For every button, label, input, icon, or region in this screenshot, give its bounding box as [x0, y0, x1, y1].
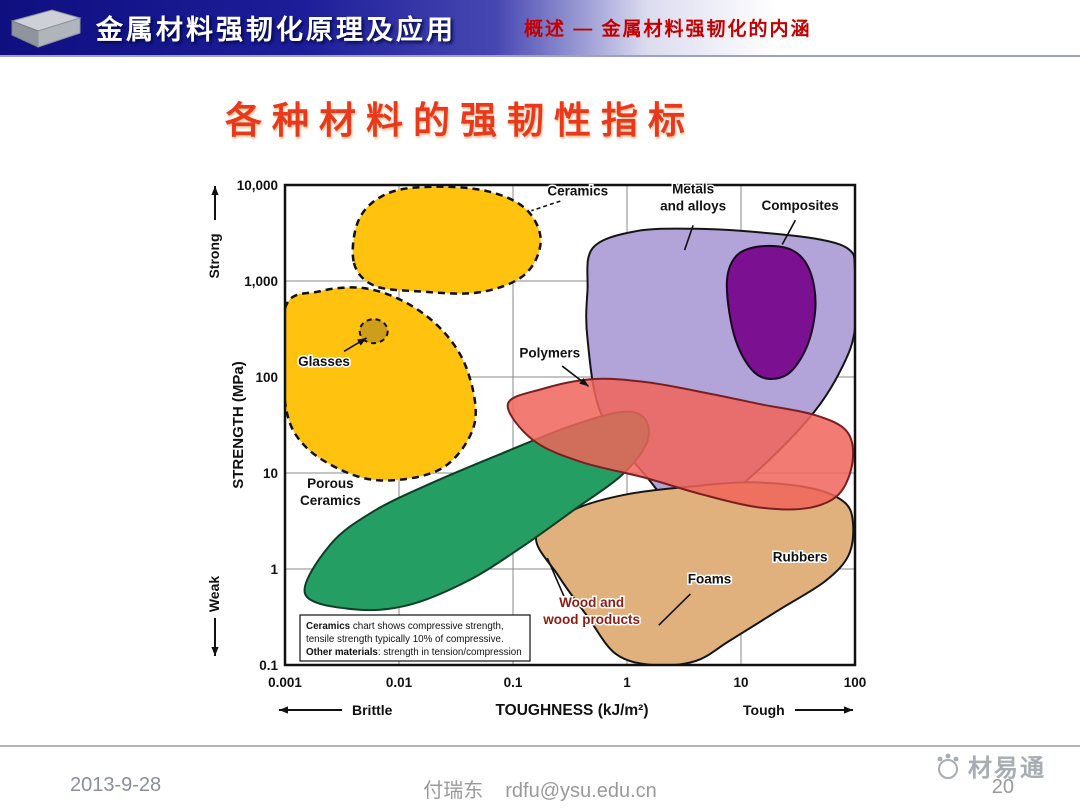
svg-text:1: 1 — [270, 562, 278, 577]
author-name: 付瑞东 — [423, 780, 484, 802]
svg-text:1: 1 — [623, 675, 631, 690]
chart-canvas: Metals and alloys Rubbers Foams Wood and wood… — [206, 178, 866, 719]
ashby-strength-toughness-chart: Metals and alloys Rubbers Foams Wood and wood… — [195, 170, 895, 755]
slide-date: 2013-9-28 — [70, 774, 162, 796]
region-ceramics — [351, 185, 542, 295]
svg-text:10: 10 — [263, 466, 278, 481]
svg-text:Weak: Weak — [206, 576, 222, 613]
label-porous-ceramics: Porous Ceramics — [300, 476, 361, 508]
section-title: 概述 — 金属材料强韧化的内涵 — [524, 19, 812, 40]
region-porous-ceramics — [285, 286, 477, 482]
header-bar: 金属材料强韧化原理及应用 概述 — 金属材料强韧化的内涵 — [0, 0, 1080, 57]
template-logo — [10, 8, 82, 48]
chart-note: Ceramics chart shows compressive strengt… — [299, 614, 531, 662]
svg-text:1,000: 1,000 — [244, 274, 278, 289]
label-polymers: Polymers — [519, 345, 580, 360]
svg-text:100: 100 — [255, 370, 278, 385]
footer-author-line: 付瑞东 rdfu@ysu.edu.cn — [0, 774, 1080, 803]
label-rubbers-foams: Rubbers — [773, 549, 828, 564]
plot-border — [283, 183, 857, 667]
svg-text:Other materials: strength in t: Other materials: strength in tension/com… — [306, 647, 522, 658]
svg-text:TOUGHNESS (kJ/m²): TOUGHNESS (kJ/m²) — [495, 702, 648, 719]
axes: 10,000 1,000 100 10 1 0.1 0.001 0.01 0.1 1 10 100 ST… — [206, 178, 866, 719]
svg-text:STRENGTH (MPa): STRENGTH (MPa) — [230, 361, 247, 489]
svg-text:Ceramics chart shows compressi: Ceramics chart shows compressive strengt… — [306, 621, 504, 632]
svg-text:100: 100 — [844, 675, 867, 690]
page-number: 20 — [991, 776, 1014, 798]
svg-text:0.1: 0.1 — [259, 658, 278, 673]
label-wood: Wood and wood products — [542, 595, 640, 627]
material-regions — [285, 185, 855, 665]
region-labels: Metals and alloys Rubbers Foams Wood and wood… — [297, 180, 841, 629]
footer-divider — [0, 745, 1080, 747]
author-email: rdfu@ysu.edu.cn — [505, 780, 657, 802]
label-ceramics: Ceramics — [547, 183, 608, 198]
svg-text:10,000: 10,000 — [237, 178, 278, 193]
svg-text:0.01: 0.01 — [386, 675, 413, 690]
svg-text:Brittle: Brittle — [352, 702, 393, 718]
label-composites: Composites — [761, 198, 838, 213]
svg-text:10: 10 — [733, 675, 748, 690]
watermark-paw-icon — [937, 753, 959, 779]
svg-text:tensile strength typically 10%: tensile strength typically 10% of compre… — [306, 634, 504, 645]
label-glasses: Glasses — [298, 354, 350, 369]
label-metals-and-alloys: Metals and alloys — [660, 181, 726, 213]
svg-text:0.001: 0.001 — [268, 675, 302, 690]
region-composites — [725, 244, 817, 380]
watermark-text: 材易通 — [968, 755, 1046, 782]
region-polymers — [506, 377, 855, 511]
label-rubbers-foams: Foams — [688, 571, 732, 586]
slide-title: 各种材料的强韧性指标 — [225, 100, 695, 141]
course-title: 金属材料强韧化原理及应用 — [96, 15, 456, 45]
svg-text:Strong: Strong — [206, 233, 222, 278]
watermark: 材易通 — [932, 748, 1046, 783]
svg-text:0.1: 0.1 — [504, 675, 523, 690]
svg-text:Tough: Tough — [743, 702, 785, 718]
region-glasses — [358, 318, 389, 345]
